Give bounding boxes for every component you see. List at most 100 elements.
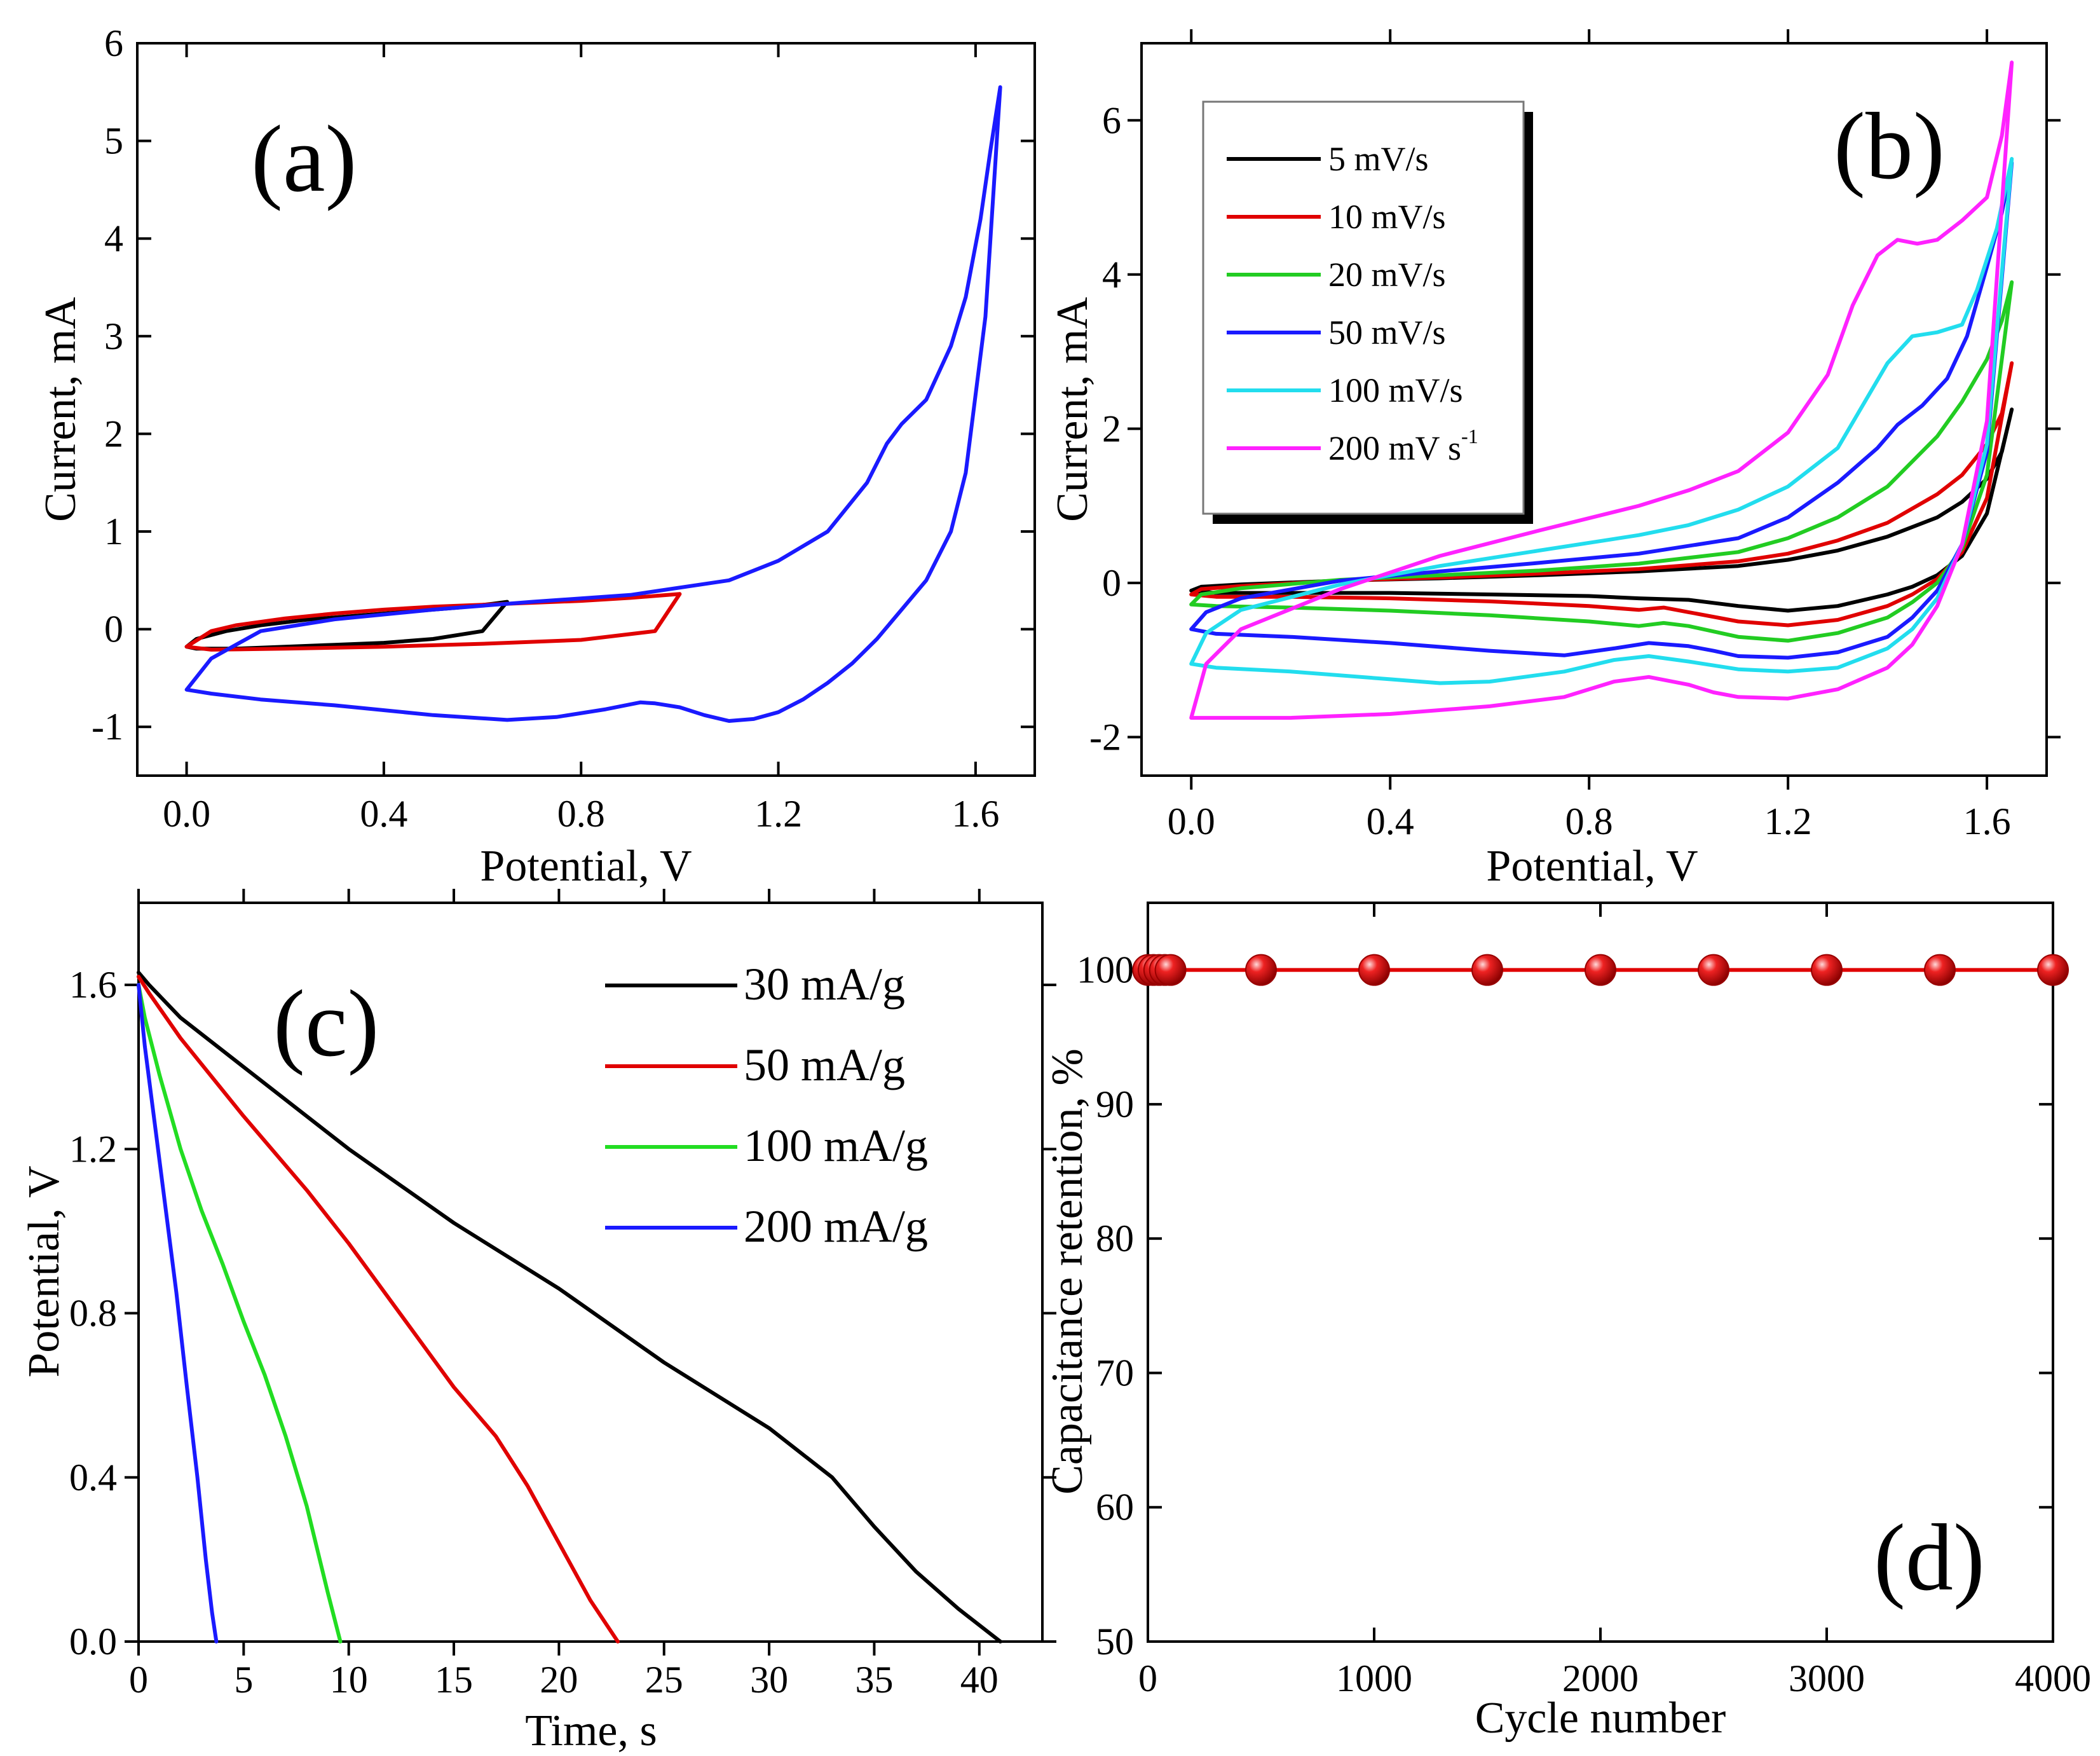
panel-d-data-point (1154, 954, 1187, 986)
panel-c-ytick-label: 1.2 (69, 1128, 117, 1170)
panel-a-ytick-label: 5 (104, 120, 123, 162)
panel-a-xlabel: Potential, V (480, 842, 692, 891)
panel-a-series-window-1-65-V (184, 85, 1002, 723)
panel-c-series-30-mA-g (137, 970, 1002, 1643)
panel-b-xlabel: Potential, V (1486, 842, 1698, 891)
panel-c-xtick-label: 25 (645, 1659, 683, 1701)
panel-a-xtick-label: 0.0 (163, 793, 210, 835)
panel-b-ytick-label: 6 (1102, 99, 1121, 141)
panel-d-ytick-label: 60 (1096, 1486, 1134, 1528)
panel-b-series-10-mV-s (1189, 361, 2014, 628)
panel-c-frame (137, 902, 1044, 1643)
panel-d-data-point (1811, 954, 1843, 986)
panel-a-frame (136, 42, 1036, 777)
panel-d-data-point (1924, 954, 1956, 986)
panel-c-series-50-mA-g (137, 975, 620, 1643)
panel-c-ytick-label: 0.8 (69, 1293, 117, 1334)
panel-b-xtick-label: 1.6 (1963, 800, 2011, 842)
panel-d-data-point (1245, 954, 1277, 986)
panel-b-ytick-label: 0 (1102, 562, 1121, 604)
panel-c-xtick-label: 35 (855, 1659, 893, 1701)
panel-d-xlabel: Cycle number (1475, 1694, 1726, 1743)
panel-a-xtick-label: 0.4 (360, 793, 407, 835)
panel-a-ytick-label: 2 (104, 413, 123, 455)
panel-b-frame (1140, 42, 2048, 777)
panel-d-ylabel: Capacitance retention, % (1043, 1048, 1092, 1495)
panel-a-xticks: 0.0 0.4 0.8 1.2 1.6 (163, 43, 999, 835)
panel-b-series-100-mV-s (1189, 156, 2014, 685)
panel-d-xtick-label: 3000 (1789, 1657, 1865, 1699)
panel-d-data-point (1358, 954, 1390, 986)
panel-d-xticks: 0 1000 2000 3000 4000 (1138, 903, 2091, 1699)
panel-c-xtick-label: 5 (234, 1659, 253, 1701)
panel-c-series (137, 970, 1002, 1643)
panel-b-ytick-label: 4 (1102, 254, 1121, 296)
panel-d-xtick-label: 1000 (1336, 1657, 1412, 1699)
panel-c-ytick-label: 1.6 (69, 964, 117, 1006)
panel-d-ytick-label: 70 (1096, 1352, 1134, 1394)
panel-d-ytick-label: 80 (1096, 1218, 1134, 1259)
panel-b-xtick-label: 0.0 (1168, 800, 1215, 842)
panel-b-ytick-label: -2 (1089, 716, 1121, 758)
panel-c-legend-label: 30 mA/g (744, 959, 905, 1010)
panel-b-legend: 5 mV/s 10 mV/s 20 mV/s 50 mV/s 100 mV/s 200 m… (1202, 100, 1533, 524)
panel-a-ytick-label: 3 (104, 315, 123, 357)
panel-b-xtick-label: 1.2 (1764, 800, 1812, 842)
panel-b-legend-label: 5 mV/s (1328, 140, 1429, 178)
panel-c-legend-label: 50 mA/g (744, 1039, 905, 1090)
panel-c-letter: (c) (273, 971, 379, 1076)
panel-d-data-point (1471, 954, 1503, 986)
panel-d-ytick-label: 90 (1096, 1083, 1134, 1125)
panel-a-letter: (a) (251, 106, 357, 212)
panel-b-series (1189, 60, 2014, 720)
panel-b-ylabel: Current, mA (1048, 297, 1097, 522)
panel-c-yticks: 0.0 0.4 0.8 1.2 1.6 (69, 964, 1056, 1663)
panel-d-data-point (2037, 954, 2069, 986)
panel-c-series-200-mA-g (137, 983, 219, 1643)
panel-a-ylabel: Current, mA (36, 297, 85, 522)
panel-b-legend-label: 20 mV/s (1328, 256, 1446, 294)
panel-c-ylabel: Potential, V (20, 1165, 69, 1377)
panel-b-xtick-label: 0.8 (1565, 800, 1613, 842)
panel-d-letter: (d) (1874, 1505, 1985, 1610)
panel-d-yticks: 50 60 70 80 90 100 (1077, 949, 2053, 1663)
panel-c-xtick-label: 20 (540, 1659, 578, 1701)
panel-d: 0 1000 2000 3000 4000 50 60 70 80 90 100 (d) Cycl… (1043, 902, 2091, 1743)
panel-b-xtick-label: 0.4 (1367, 800, 1414, 842)
panel-b-yticks: -2 0 2 4 6 (1089, 99, 2061, 758)
panel-b-legend-items: 5 mV/s 10 mV/s 20 mV/s 50 mV/s 100 mV/s 200 m… (1227, 140, 1478, 467)
panel-c-xtick-label: 30 (750, 1659, 788, 1701)
panel-a-yticks: -1 0 1 2 3 4 5 6 (92, 22, 1035, 748)
panel-c-legend-label: 100 mA/g (744, 1120, 928, 1171)
panel-c-xticks: 0 5 10 15 20 25 30 35 40 (129, 889, 999, 1701)
panel-c-legend: 30 mA/g 50 mA/g 100 mA/g 200 mA/g (605, 959, 928, 1252)
panel-d-series (1132, 954, 2069, 986)
panel-b-letter: (b) (1834, 93, 1945, 199)
panel-b-legend-label: 10 mV/s (1328, 198, 1446, 236)
panel-b-legend-superscript: -1 (1461, 425, 1478, 448)
panel-b-series-5-mV-s (1189, 408, 2014, 613)
panel-d-data-point (1698, 954, 1729, 986)
panel-c: 0 5 10 15 20 25 30 35 40 0.0 0.4 0.8 1.2 1.6 (c) 30 … (20, 889, 1056, 1755)
panel-c-ytick-label: 0.4 (69, 1457, 117, 1499)
panel-a-series (184, 85, 1002, 723)
panel-b-xticks: 0.0 0.4 0.8 1.2 1.6 (1168, 29, 2011, 842)
panel-d-xtick-label: 4000 (2015, 1657, 2091, 1699)
panel-a-ytick-label: 1 (104, 511, 123, 552)
panel-a-ytick-label: -1 (92, 706, 123, 748)
panel-b-legend-label: 50 mV/s (1328, 313, 1446, 352)
panel-c-xtick-label: 0 (129, 1659, 148, 1701)
panel-c-legend-label: 200 mA/g (744, 1201, 928, 1252)
panel-a-xtick-label: 1.2 (754, 793, 802, 835)
panel-a-xtick-label: 1.6 (951, 793, 999, 835)
panel-c-series-100-mA-g (137, 983, 343, 1643)
panel-a-ytick-label: 4 (104, 217, 123, 259)
panel-c-ytick-label: 0.0 (69, 1621, 117, 1663)
panel-c-xtick-label: 15 (435, 1659, 473, 1701)
panel-a: 0.0 0.4 0.8 1.2 1.6 -1 0 1 2 3 4 5 6 (a) Potential,… (36, 22, 1036, 891)
panel-b-legend-label: 200 mV s-1 (1328, 425, 1478, 467)
panel-a-series-window-1-0-V (184, 592, 682, 652)
panel-d-data-point (1585, 954, 1616, 986)
